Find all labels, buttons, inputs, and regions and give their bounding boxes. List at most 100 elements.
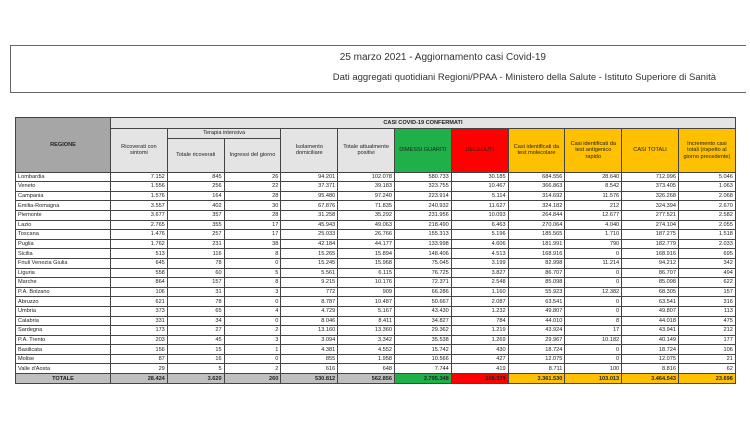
cell: 22 [223, 181, 282, 192]
cell: 66.286 [393, 286, 452, 298]
cell: 8.046 [280, 315, 339, 327]
cell: 15.265 [280, 248, 339, 259]
cell: 30 [223, 200, 282, 211]
cell: 316 [677, 296, 736, 307]
cell: 113 [677, 305, 736, 317]
total-row: TOTALE 28.424 3.620 260 530.812 562.856 2.795.… [15, 373, 736, 385]
cell: 10.487 [337, 296, 395, 307]
cell: 1.219 [450, 325, 509, 336]
cell: 63.541 [621, 296, 679, 307]
cell: 8 [223, 248, 282, 259]
cell: 218.490 [393, 219, 452, 231]
cell: 42.184 [280, 238, 339, 250]
table-row: Veneto 1.556 256 22 37.371 39.183 323.755 10.46… [15, 181, 736, 192]
cell: 1.063 [677, 181, 736, 192]
cell: 29 [110, 363, 168, 375]
cell: 2.055 [677, 219, 736, 231]
cell: 864 [110, 277, 168, 288]
cell: 26.766 [337, 229, 395, 240]
cell: 695 [677, 248, 736, 259]
cell: 15.968 [337, 257, 395, 269]
cell: 164 [166, 190, 225, 202]
cell: 355 [166, 219, 225, 231]
cell: 17 [223, 229, 282, 240]
cell: 106 [110, 286, 168, 298]
cell: 17 [223, 219, 282, 231]
cell: 3.342 [337, 334, 395, 346]
region-name: Lombardia [15, 171, 111, 183]
col-header-guariti: DIMESSI GUARITI [393, 128, 452, 173]
cell: 8.411 [337, 315, 395, 327]
cell: 116 [166, 248, 225, 259]
cell: 4.729 [280, 305, 339, 317]
cell: 314.692 [507, 190, 566, 202]
cell: 2.582 [677, 209, 736, 221]
cell: 11.627 [450, 200, 509, 211]
table-row: Umbria 373 65 4 4.729 5.167 43.430 1.232 49.807 0… [15, 305, 736, 317]
cell: 100 [564, 363, 623, 375]
cell: 2.548 [450, 277, 509, 288]
cell: 264.844 [507, 209, 566, 221]
region-name: P.A. Bolzano [15, 286, 111, 298]
cell: 148.406 [393, 248, 452, 259]
cell: 12.677 [564, 209, 623, 221]
cell: 62 [677, 363, 736, 375]
cell: 8 [223, 277, 282, 288]
table-row: Friuli Venezia Giulia 645 78 0 15.245 15.968 7… [15, 257, 736, 269]
cell: 277.521 [621, 209, 679, 221]
cell: 133.998 [393, 238, 452, 250]
cell: 37.371 [280, 181, 339, 192]
cell: 75.045 [393, 257, 452, 269]
cell: 5.046 [677, 171, 736, 183]
cell: 5.561 [280, 267, 339, 279]
cell: 558 [110, 267, 168, 279]
cell: 85.098 [507, 277, 566, 288]
cell: 323.755 [393, 181, 452, 192]
cell: 45.943 [280, 219, 339, 231]
cell: 28.424 [110, 373, 168, 385]
cell: 621 [110, 296, 168, 307]
region-name: P.A. Trento [15, 334, 111, 346]
region-name: Liguria [15, 267, 111, 279]
region-name: Sicilia [15, 248, 111, 259]
cell: 1.269 [450, 334, 509, 346]
table-row: Sicilia 513 116 8 15.265 15.894 148.406 4.513 16… [15, 248, 736, 259]
cell: 257 [166, 229, 225, 240]
cell: 155.313 [393, 229, 452, 240]
cell: 203 [110, 334, 168, 346]
cell: 31 [166, 286, 225, 298]
table-row: Calabria 331 34 0 8.046 8.411 34.827 784 44.010 8… [15, 315, 736, 327]
cell: 87 [110, 353, 168, 365]
cell: 27 [166, 325, 225, 336]
region-name: Veneto [15, 181, 111, 192]
col-header: Totale ricoverati [166, 137, 225, 173]
cell: 5.167 [337, 305, 395, 317]
region-name: Marche [15, 277, 111, 288]
cell: 157 [166, 277, 225, 288]
cell: 1.556 [110, 181, 168, 192]
cell: 102.078 [337, 171, 395, 183]
region-name: Sardegna [15, 325, 111, 336]
cell: 4.040 [564, 219, 623, 231]
cell: 0 [564, 267, 623, 279]
cell: 55.923 [507, 286, 566, 298]
cell: 4.552 [337, 344, 395, 355]
cell: 9.215 [280, 277, 339, 288]
cell: 0 [564, 277, 623, 288]
cell: 78 [166, 296, 225, 307]
cell: 12.075 [507, 353, 566, 365]
cell: 182.779 [621, 238, 679, 250]
table-row: Sardegna 173 27 2 13.160 13.360 29.362 1.219 43.… [15, 325, 736, 336]
cell: 18.724 [621, 344, 679, 355]
table-row: Lombardia 7.152 845 26 94.201 102.078 580.733 3… [15, 171, 736, 183]
cell: 0 [564, 344, 623, 355]
cell: 0 [223, 257, 282, 269]
cell: 212 [564, 200, 623, 211]
cell: 3.361.530 [507, 373, 566, 385]
cell: 324.182 [507, 200, 566, 211]
cell: 38 [223, 238, 282, 250]
region-name: Piemonte [15, 209, 111, 221]
cell: 212 [677, 325, 736, 336]
cell: 357 [166, 209, 225, 221]
table-row: Liguria 558 60 5 5.561 6.115 76.725 3.827 86.707… [15, 267, 736, 279]
